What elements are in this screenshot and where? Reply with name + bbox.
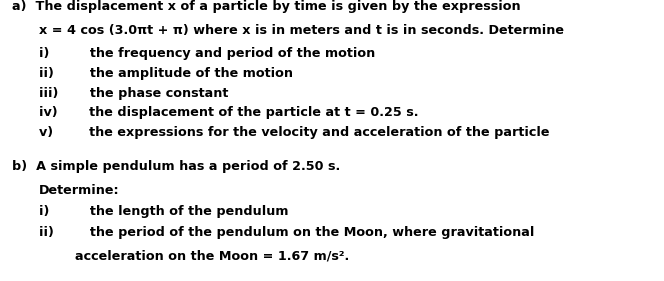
Text: x = 4 cos (3.0πt + π) where x is in meters and t is in seconds. Determine: x = 4 cos (3.0πt + π) where x is in mete… [39,24,564,37]
Text: a)  The displacement x of a particle by time is given by the expression: a) The displacement x of a particle by t… [12,0,521,13]
Text: Determine:: Determine: [39,184,119,197]
Text: iii)       the phase constant: iii) the phase constant [39,87,228,100]
Text: iv)       the displacement of the particle at t = 0.25 s.: iv) the displacement of the particle at … [39,106,418,119]
Text: ii)        the amplitude of the motion: ii) the amplitude of the motion [39,67,293,80]
Text: v)        the expressions for the velocity and acceleration of the particle: v) the expressions for the velocity and … [39,126,549,139]
Text: i)         the length of the pendulum: i) the length of the pendulum [39,205,288,218]
Text: i)         the frequency and period of the motion: i) the frequency and period of the motio… [39,47,374,60]
Text: b)  A simple pendulum has a period of 2.50 s.: b) A simple pendulum has a period of 2.5… [12,160,340,173]
Text: ii)        the period of the pendulum on the Moon, where gravitational: ii) the period of the pendulum on the Mo… [39,226,534,239]
Text: acceleration on the Moon = 1.67 m/s².: acceleration on the Moon = 1.67 m/s². [75,250,349,263]
